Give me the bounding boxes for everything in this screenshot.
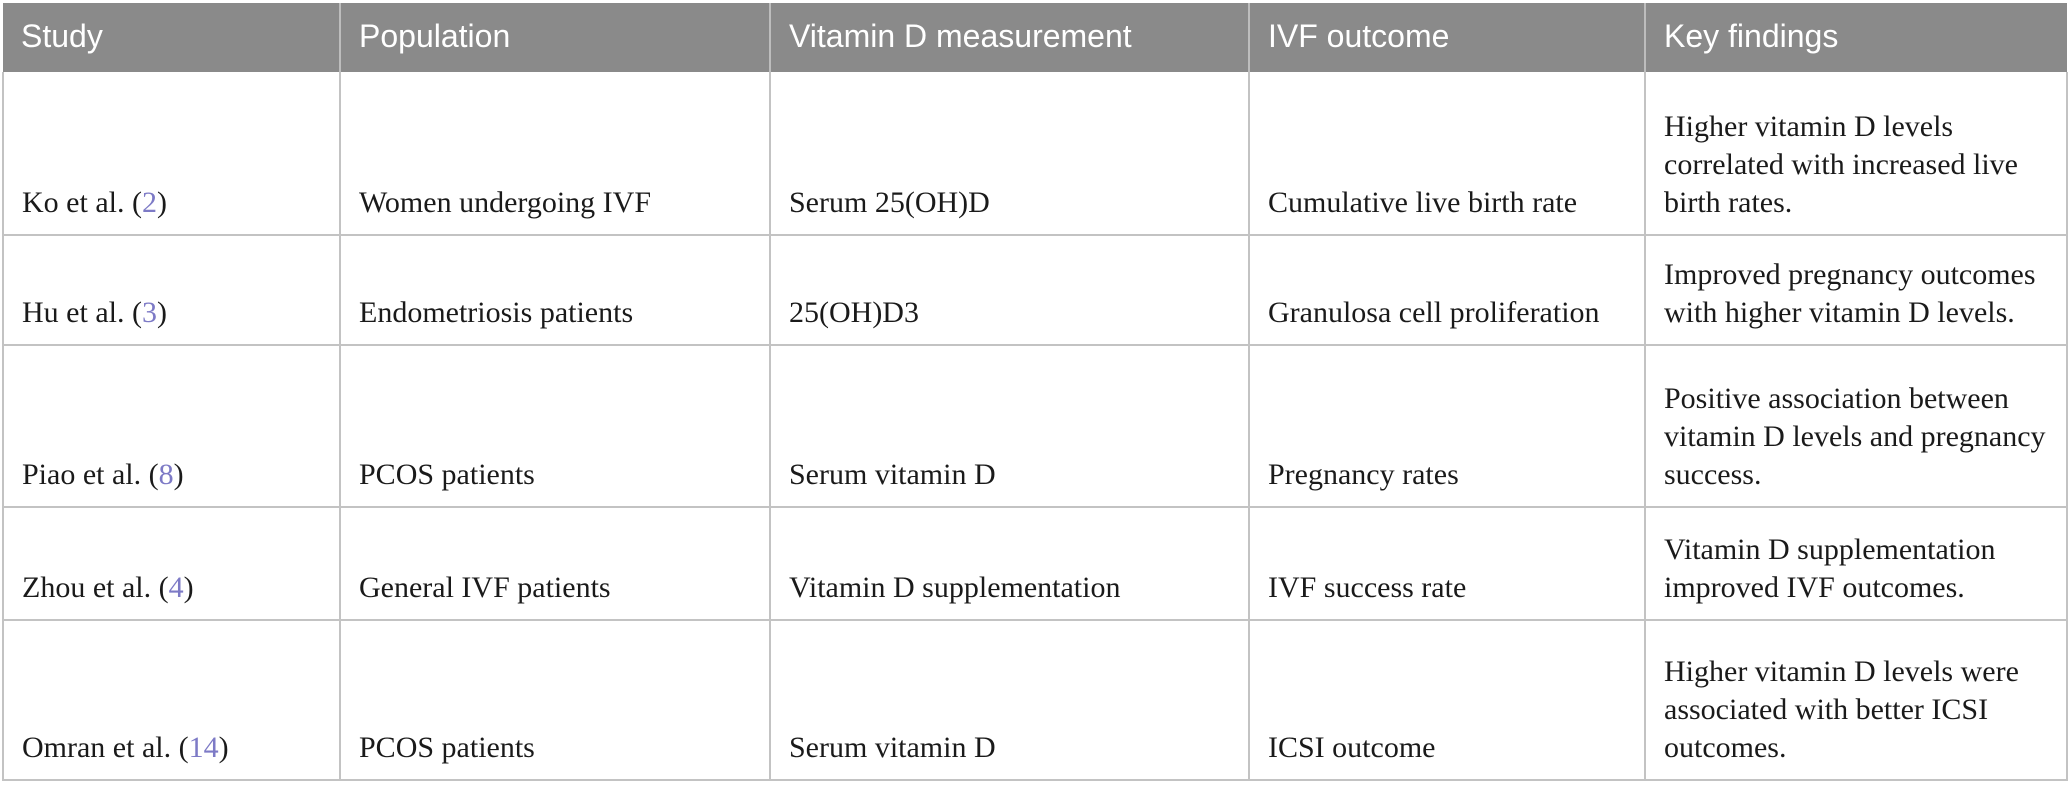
findings-cell: Vitamin D supplementation improved IVF o… [1644, 507, 2068, 621]
table-row: Ko et al. (2) Women undergoing IVF Serum… [2, 72, 2068, 236]
citation-ref-link[interactable]: 14 [188, 731, 219, 764]
column-header-vitamin-d-measurement: Vitamin D measurement [769, 3, 1249, 72]
population-cell: PCOS patients [339, 345, 771, 508]
header-row: Study Population Vitamin D measurement I… [3, 3, 2067, 72]
outcome-cell: Pregnancy rates [1248, 345, 1646, 508]
study-cell: Omran et al. (14) [2, 620, 341, 781]
measurement-cell: Serum vitamin D [769, 345, 1250, 508]
study-label-suffix: ) [173, 458, 184, 491]
table-row: Zhou et al. (4) General IVF patients Vit… [2, 507, 2068, 621]
measurement-cell: Vitamin D supplementation [769, 507, 1250, 621]
study-cell: Ko et al. (2) [2, 72, 341, 236]
study-label: Ko et al. ( [22, 186, 142, 219]
study-label-suffix: ) [156, 186, 167, 219]
study-label-suffix: ) [183, 571, 194, 604]
study-label-suffix: ) [156, 296, 167, 329]
population-cell: General IVF patients [339, 507, 771, 621]
outcome-cell: IVF success rate [1248, 507, 1646, 621]
citation-ref-link[interactable]: 3 [141, 296, 157, 329]
study-label: Hu et al. ( [22, 296, 142, 329]
measurement-cell: Serum vitamin D [769, 620, 1250, 781]
study-cell: Hu et al. (3) [2, 235, 341, 346]
column-header-key-findings: Key findings [1644, 3, 2067, 72]
citation-ref-link[interactable]: 4 [168, 571, 184, 604]
measurement-cell: 25(OH)D3 [769, 235, 1250, 346]
population-cell: Endometriosis patients [339, 235, 771, 346]
findings-cell: Higher vitamin D levels correlated with … [1644, 72, 2068, 236]
study-label: Omran et al. ( [22, 731, 189, 764]
vitamin-d-ivf-studies-table: Study Population Vitamin D measurement I… [2, 3, 2068, 781]
findings-cell: Improved pregnancy outcomes with higher … [1644, 235, 2068, 346]
table-row: Piao et al. (8) PCOS patients Serum vita… [2, 345, 2068, 508]
findings-cell: Positive association between vitamin D l… [1644, 345, 2068, 508]
study-label-suffix: ) [218, 731, 229, 764]
study-cell: Zhou et al. (4) [2, 507, 341, 621]
study-summary-table-wrapper: Study Population Vitamin D measurement I… [2, 3, 2068, 781]
population-cell: Women undergoing IVF [339, 72, 771, 236]
outcome-cell: Cumulative live birth rate [1248, 72, 1646, 236]
column-header-population: Population [339, 3, 770, 72]
study-label: Zhou et al. ( [22, 571, 169, 604]
measurement-cell: Serum 25(OH)D [769, 72, 1250, 236]
study-cell: Piao et al. (8) [2, 345, 341, 508]
population-cell: PCOS patients [339, 620, 771, 781]
column-header-ivf-outcome: IVF outcome [1248, 3, 1645, 72]
outcome-cell: Granulosa cell proliferation [1248, 235, 1646, 346]
findings-cell: Higher vitamin D levels were associated … [1644, 620, 2068, 781]
column-header-study: Study [3, 3, 340, 72]
table-row: Hu et al. (3) Endometriosis patients 25(… [2, 235, 2068, 346]
citation-ref-link[interactable]: 8 [158, 458, 174, 491]
study-label: Piao et al. ( [22, 458, 159, 491]
outcome-cell: ICSI outcome [1248, 620, 1646, 781]
citation-ref-link[interactable]: 2 [141, 186, 157, 219]
table-row: Omran et al. (14) PCOS patients Serum vi… [2, 620, 2068, 781]
